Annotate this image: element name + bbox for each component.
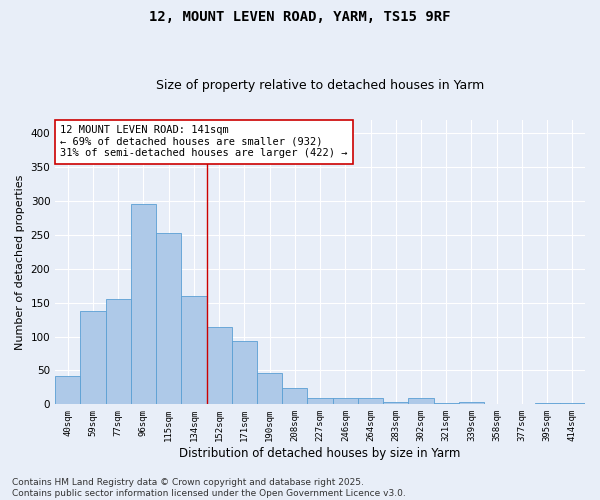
Title: Size of property relative to detached houses in Yarm: Size of property relative to detached ho… <box>156 79 484 92</box>
Bar <box>434 403 459 404</box>
Bar <box>560 403 585 404</box>
Bar <box>232 342 257 404</box>
X-axis label: Distribution of detached houses by size in Yarm: Distribution of detached houses by size … <box>179 447 461 460</box>
Bar <box>156 233 181 404</box>
Bar <box>80 311 106 404</box>
Bar <box>332 398 358 404</box>
Bar <box>383 402 409 404</box>
Bar <box>257 373 282 404</box>
Bar <box>307 398 332 404</box>
Bar <box>459 402 484 404</box>
Bar <box>106 299 131 405</box>
Text: Contains HM Land Registry data © Crown copyright and database right 2025.
Contai: Contains HM Land Registry data © Crown c… <box>12 478 406 498</box>
Bar <box>55 376 80 404</box>
Bar <box>131 204 156 404</box>
Bar <box>181 296 206 405</box>
Bar <box>358 398 383 404</box>
Text: 12 MOUNT LEVEN ROAD: 141sqm
← 69% of detached houses are smaller (932)
31% of se: 12 MOUNT LEVEN ROAD: 141sqm ← 69% of det… <box>61 126 348 158</box>
Bar <box>535 403 560 404</box>
Bar <box>409 398 434 404</box>
Y-axis label: Number of detached properties: Number of detached properties <box>15 174 25 350</box>
Text: 12, MOUNT LEVEN ROAD, YARM, TS15 9RF: 12, MOUNT LEVEN ROAD, YARM, TS15 9RF <box>149 10 451 24</box>
Bar <box>282 388 307 404</box>
Bar <box>206 327 232 404</box>
